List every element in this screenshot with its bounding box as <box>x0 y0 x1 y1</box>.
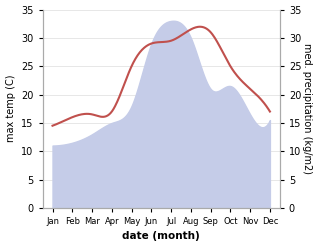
Y-axis label: med. precipitation (kg/m2): med. precipitation (kg/m2) <box>302 43 313 174</box>
Y-axis label: max temp (C): max temp (C) <box>5 75 16 143</box>
X-axis label: date (month): date (month) <box>122 231 200 242</box>
